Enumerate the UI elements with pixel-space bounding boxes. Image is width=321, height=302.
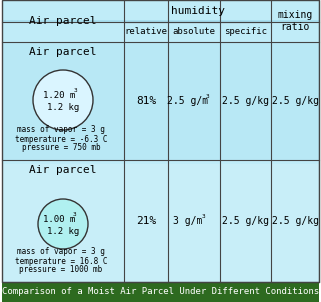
Text: specific: specific [224,27,267,37]
Text: Air parcel: Air parcel [29,47,97,57]
Bar [2,20,319,42]
Text: 2.5 g/kg: 2.5 g/kg [222,96,269,106]
Bar [2,164,319,282]
Text: humidity: humidity [170,6,224,16]
Text: Air parcel: Air parcel [29,16,97,26]
Text: 2.5 g/m: 2.5 g/m [168,96,209,106]
Text: 3 g/m: 3 g/m [173,216,203,226]
Text: Air parcel: Air parcel [29,165,97,175]
Text: 2.5 g/kg: 2.5 g/kg [272,96,318,106]
Text: 1.2 kg: 1.2 kg [47,102,79,111]
Bar [2,22,319,42]
Text: temperature = -6.3 C: temperature = -6.3 C [15,134,107,143]
Text: 2.5 g/kg: 2.5 g/kg [222,216,269,226]
Text: 21%: 21% [136,216,156,226]
Text: temperature = 16.8 C: temperature = 16.8 C [15,256,107,265]
Text: 1.20 m: 1.20 m [43,91,75,99]
Text: absolute: absolute [172,27,215,37]
Text: 1.2 kg: 1.2 kg [47,226,79,236]
Text: 2.5 g/kg: 2.5 g/kg [272,216,318,226]
Bar [2,42,319,160]
Text: 3: 3 [206,94,210,98]
Circle shape [33,70,93,130]
Text: mass of vapor = 3 g: mass of vapor = 3 g [17,248,105,256]
Bar [2,282,319,302]
Text: 3: 3 [202,214,206,219]
Text: 3: 3 [73,211,77,217]
Text: mass of vapor = 3 g: mass of vapor = 3 g [17,126,105,134]
Text: Comparison of a Moist Air Parcel Under Different Conditions: Comparison of a Moist Air Parcel Under D… [2,288,319,297]
Text: 3: 3 [74,88,78,92]
Text: mixing
ratio: mixing ratio [277,10,313,32]
Circle shape [38,199,88,249]
Text: relative: relative [125,27,168,37]
Text: 81%: 81% [136,96,156,106]
Text: pressure = 750 mb: pressure = 750 mb [22,143,100,153]
Text: pressure = 1000 mb: pressure = 1000 mb [19,265,103,275]
Text: 1.00 m: 1.00 m [43,214,75,223]
